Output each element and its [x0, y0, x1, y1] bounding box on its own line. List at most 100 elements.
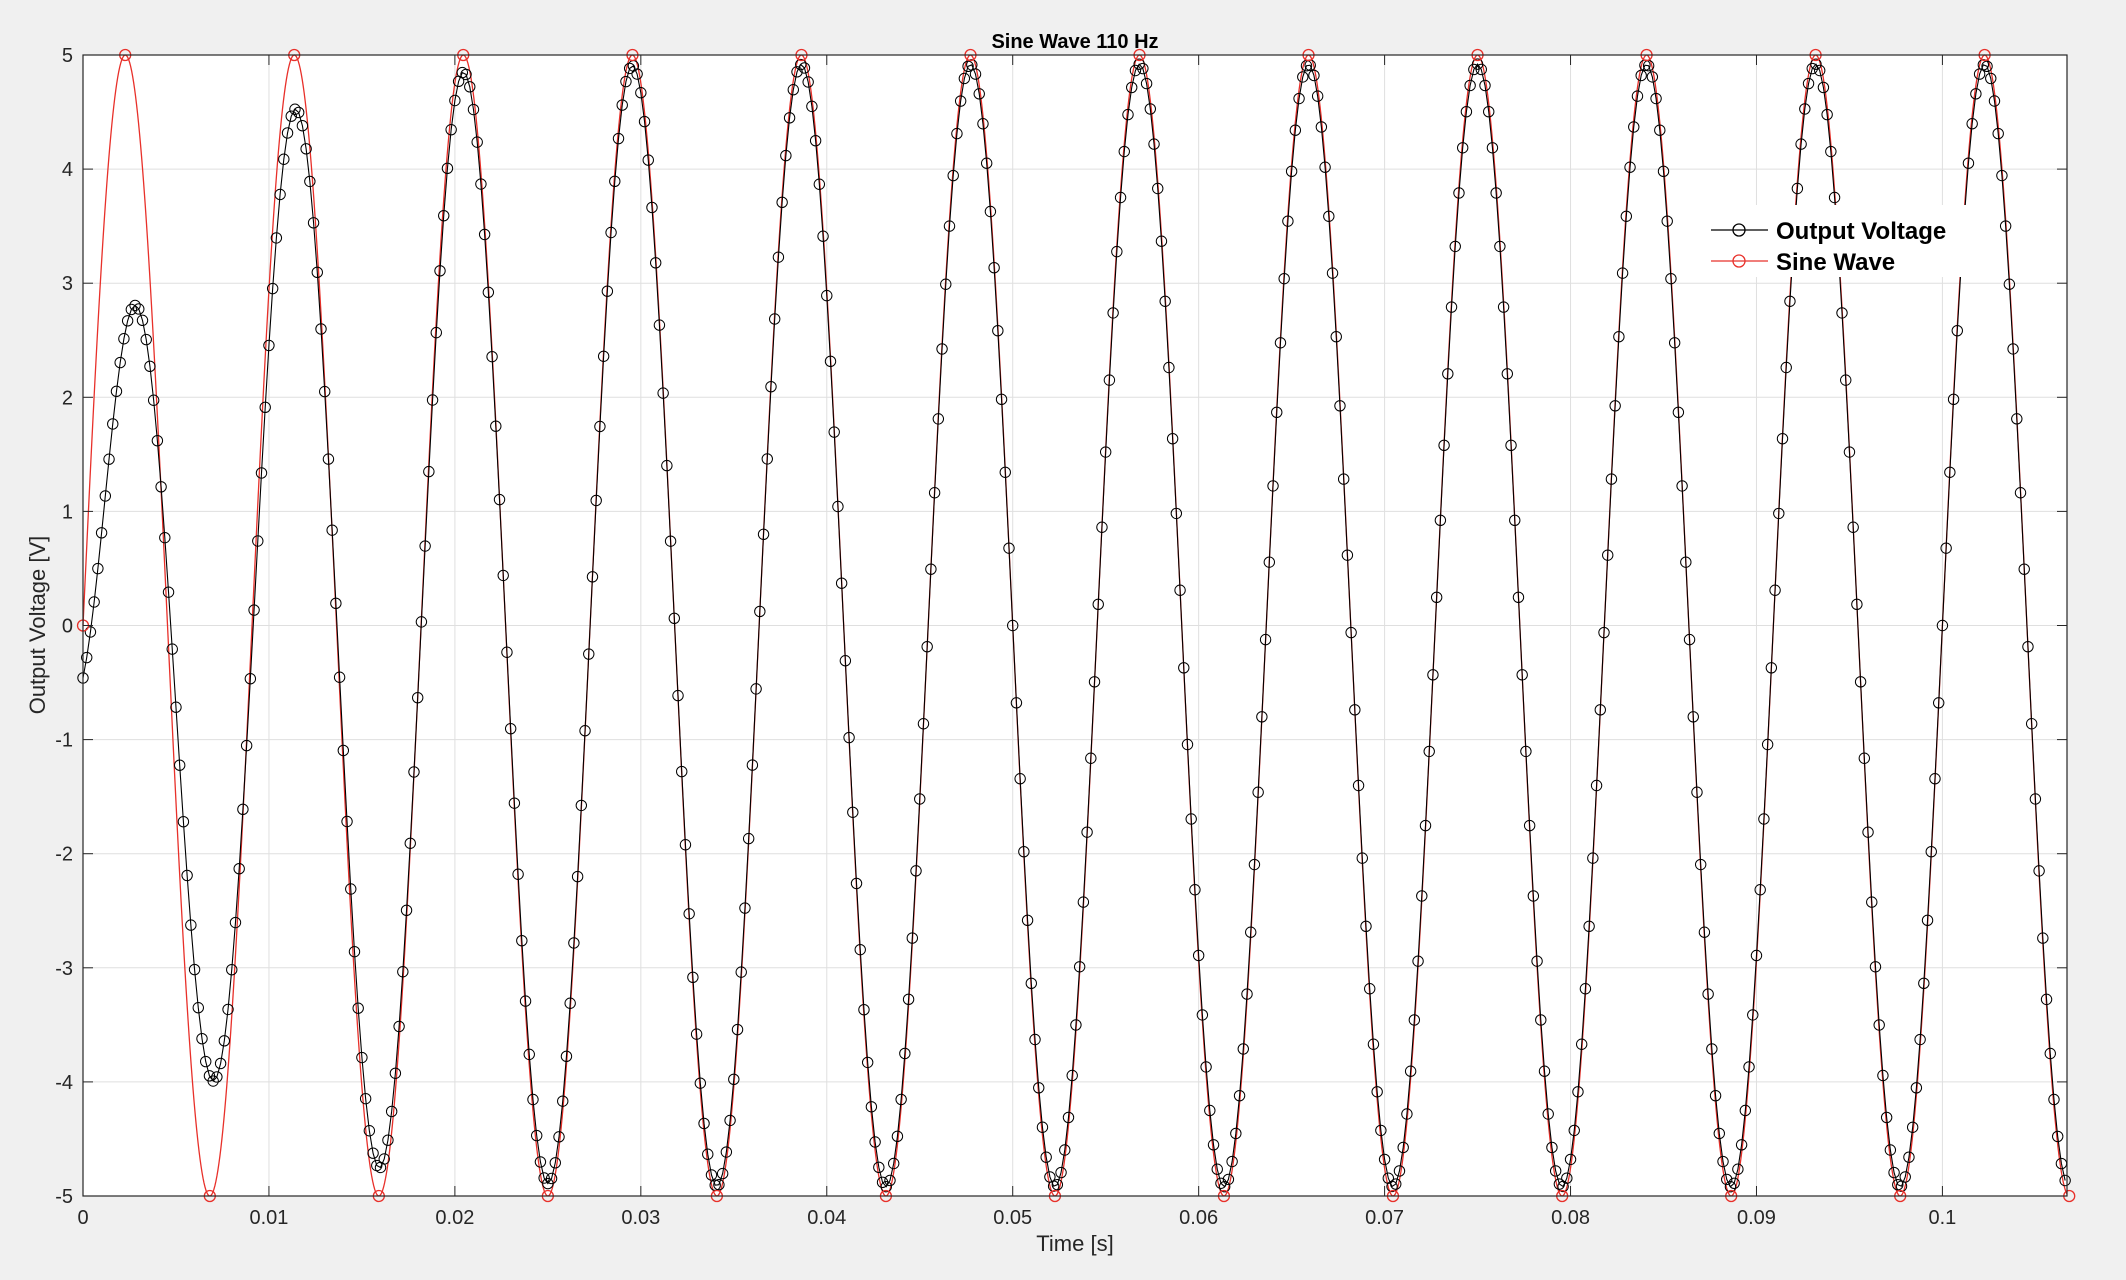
output-voltage-point: [1814, 64, 1826, 77]
output-voltage-point: [891, 1130, 904, 1143]
output-voltage-point: [791, 66, 803, 78]
output-voltage-point: [914, 793, 926, 805]
output-voltage-point: [899, 1047, 911, 1060]
output-voltage-point: [1003, 542, 1015, 554]
output-voltage-point: [266, 282, 279, 295]
output-voltage-point: [493, 493, 506, 506]
output-voltage-point: [285, 110, 297, 122]
output-voltage-point: [571, 870, 584, 883]
output-voltage-point: [1430, 591, 1443, 603]
output-voltage-point: [389, 1067, 402, 1079]
output-voltage-point: [802, 76, 814, 88]
output-voltage-point: [1613, 331, 1625, 343]
output-voltage-point: [943, 220, 956, 232]
output-voltage-point: [601, 285, 614, 297]
output-voltage-point: [925, 563, 937, 575]
output-voltage-point: [1847, 521, 1859, 533]
output-voltage-point: [1285, 165, 1298, 178]
output-voltage-point: [1025, 977, 1038, 990]
output-voltage-point: [769, 313, 781, 325]
output-voltage-point: [185, 919, 197, 931]
legend-marker-output-voltage: [1732, 223, 1746, 237]
output-voltage-point: [1360, 920, 1372, 932]
output-voltage-point: [237, 803, 249, 816]
output-voltage-point: [1062, 1111, 1075, 1124]
output-voltage-point: [1761, 738, 1774, 751]
output-voltage-point: [200, 1055, 212, 1068]
output-voltage-point: [1096, 521, 1108, 533]
output-voltage-point: [742, 832, 755, 845]
output-voltage-point: [415, 616, 428, 628]
output-voltage-point: [605, 226, 617, 239]
output-voltage-point: [1936, 619, 1949, 632]
output-voltage-point: [1780, 361, 1792, 374]
output-voltage-point: [278, 153, 290, 165]
output-voltage-point: [1985, 72, 1997, 85]
output-voltage-point: [984, 205, 997, 218]
output-voltage-point: [1880, 1111, 1893, 1124]
output-voltage-point: [850, 877, 863, 890]
output-voltage-point: [1549, 1165, 1562, 1177]
output-voltage-point: [1215, 1177, 1227, 1189]
output-voltage-point: [702, 1148, 714, 1160]
output-voltage-point: [1103, 374, 1116, 386]
output-voltage-point: [672, 689, 684, 702]
output-voltage-point: [1349, 704, 1361, 716]
output-voltage-point: [568, 937, 580, 949]
output-voltage-point: [516, 934, 528, 947]
output-voltage-point: [1337, 473, 1350, 485]
output-voltage-point: [720, 1146, 733, 1158]
output-voltage-point: [315, 323, 327, 335]
output-voltage-point: [1077, 896, 1090, 908]
output-voltage-point: [687, 971, 699, 983]
output-voltage-point: [1051, 1178, 1064, 1191]
output-voltage-point: [2014, 487, 2027, 499]
output-voltage-point: [1259, 633, 1272, 646]
output-voltage-point: [118, 333, 130, 345]
output-voltage-point: [1393, 1165, 1406, 1177]
output-voltage-point: [995, 393, 1008, 406]
output-voltage-point: [1490, 187, 1502, 199]
output-voltage-point: [1107, 307, 1119, 319]
output-voltage-point: [1007, 619, 1019, 632]
output-voltage-point: [1929, 773, 1941, 785]
output-voltage-point: [973, 88, 985, 100]
output-voltage-point: [281, 127, 294, 139]
output-voltage-point: [1646, 71, 1659, 83]
output-voltage-point: [1628, 121, 1640, 133]
output-voltage-point: [1590, 779, 1603, 792]
output-voltage-point: [1099, 446, 1112, 458]
output-voltage-point: [478, 228, 491, 241]
output-voltage-point: [1962, 157, 1975, 169]
output-voltage-point: [133, 303, 145, 315]
output-voltage-point: [1081, 826, 1093, 838]
output-voltage-point: [873, 1161, 885, 1174]
output-voltage-point: [170, 701, 182, 713]
output-voltage-point: [2025, 718, 2038, 730]
output-voltage-point: [1018, 845, 1030, 858]
output-voltage-point: [1981, 60, 1993, 73]
output-voltage-point: [1884, 1144, 1897, 1156]
output-voltage-point: [412, 691, 424, 704]
output-voltage-point: [1021, 914, 1034, 926]
output-voltage-point: [426, 394, 439, 406]
output-voltage-point: [404, 837, 416, 849]
output-voltage-point: [1479, 79, 1491, 92]
output-voltage-point: [136, 314, 149, 327]
output-voltage-point: [1196, 1009, 1209, 1021]
output-voltage-point: [1587, 852, 1599, 864]
output-voltage-line: [82, 63, 2066, 1188]
output-voltage-point: [1341, 549, 1354, 561]
output-voltage-point: [114, 356, 126, 369]
output-voltage-point: [240, 739, 253, 752]
output-voltage-point: [1817, 81, 1830, 94]
output-voltage-point: [1364, 983, 1376, 995]
output-voltage-point: [1170, 507, 1183, 520]
legend-marker-sine-wave: [1732, 254, 1746, 268]
output-voltage-point: [1378, 1153, 1391, 1166]
output-voltage-point: [218, 1035, 231, 1047]
output-voltage-point: [352, 1002, 364, 1014]
output-voltage-point: [1029, 1033, 1041, 1046]
output-voltage-point: [1970, 88, 1982, 100]
output-voltage-point: [81, 651, 93, 664]
